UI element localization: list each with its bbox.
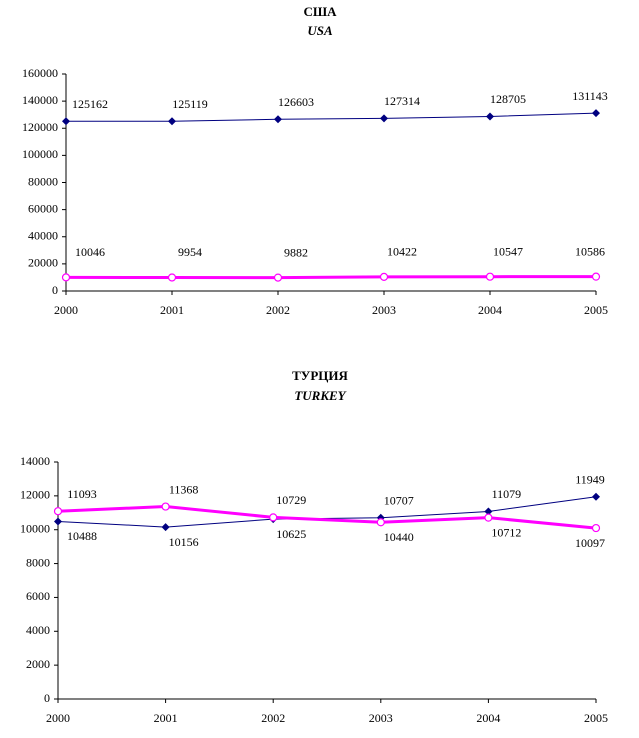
data-label: 10156 bbox=[169, 535, 199, 549]
point-marker bbox=[379, 272, 389, 281]
x-tick-label: 2003 bbox=[372, 303, 396, 317]
series-line bbox=[65, 112, 597, 122]
data-label: 10547 bbox=[493, 244, 523, 258]
data-label: 125119 bbox=[172, 97, 208, 111]
point-marker bbox=[274, 115, 282, 124]
data-label: 10712 bbox=[491, 525, 521, 539]
point-marker bbox=[591, 272, 601, 281]
point-marker bbox=[161, 523, 170, 532]
chart-title: ТУРЦИЯ bbox=[292, 368, 348, 383]
y-tick-label: 4000 bbox=[26, 623, 50, 637]
data-label: 10440 bbox=[384, 530, 414, 544]
point-marker bbox=[486, 112, 494, 121]
data-label: 10707 bbox=[384, 493, 414, 507]
y-tick-label: 160000 bbox=[22, 66, 58, 80]
point-marker bbox=[62, 117, 70, 126]
series-line bbox=[57, 496, 597, 528]
point-marker bbox=[592, 109, 600, 118]
point-marker bbox=[380, 114, 388, 123]
data-label: 11079 bbox=[492, 487, 522, 501]
y-tick-label: 12000 bbox=[20, 488, 50, 502]
point-marker bbox=[167, 273, 177, 282]
y-tick-label: 80000 bbox=[28, 174, 58, 188]
data-label: 9954 bbox=[178, 245, 202, 259]
point-marker bbox=[273, 273, 283, 282]
y-tick-label: 60000 bbox=[28, 201, 58, 215]
chart-subtitle: TURKEY bbox=[294, 388, 346, 403]
point-marker bbox=[61, 273, 71, 282]
data-label: 10729 bbox=[276, 493, 306, 507]
y-tick-label: 100000 bbox=[22, 147, 58, 161]
point-marker bbox=[484, 507, 493, 516]
x-tick-label: 2001 bbox=[154, 711, 178, 725]
x-tick-label: 2002 bbox=[266, 303, 290, 317]
data-label: 131143 bbox=[572, 89, 608, 103]
x-tick-label: 2005 bbox=[584, 303, 608, 317]
data-label: 10488 bbox=[67, 529, 97, 543]
x-tick-label: 2001 bbox=[160, 303, 184, 317]
point-marker bbox=[484, 513, 493, 522]
point-marker bbox=[161, 502, 170, 511]
x-tick-label: 2000 bbox=[54, 303, 78, 317]
point-marker bbox=[53, 507, 63, 516]
point-marker bbox=[54, 517, 62, 526]
data-label: 126603 bbox=[278, 95, 314, 109]
point-marker bbox=[269, 513, 278, 522]
point-marker bbox=[591, 523, 601, 533]
x-tick-label: 2002 bbox=[261, 711, 285, 725]
chart-subtitle: USA bbox=[307, 23, 333, 38]
point-marker bbox=[168, 117, 176, 126]
x-tick-label: 2004 bbox=[476, 711, 500, 725]
y-tick-label: 8000 bbox=[26, 555, 50, 569]
chart-title: США bbox=[303, 4, 337, 19]
data-label: 10046 bbox=[75, 245, 105, 259]
y-tick-label: 2000 bbox=[26, 657, 50, 671]
y-tick-label: 40000 bbox=[28, 229, 58, 243]
series-line bbox=[57, 505, 597, 530]
data-label: 9882 bbox=[284, 245, 308, 259]
data-label: 10097 bbox=[575, 536, 605, 550]
x-tick-label: 2000 bbox=[46, 711, 70, 725]
y-tick-label: 140000 bbox=[22, 93, 58, 107]
y-tick-label: 20000 bbox=[28, 256, 58, 270]
point-marker bbox=[376, 518, 385, 527]
data-label: 11368 bbox=[169, 482, 199, 496]
y-tick-label: 10000 bbox=[20, 521, 50, 535]
point-marker bbox=[592, 492, 600, 501]
series-line bbox=[65, 275, 597, 280]
y-tick-label: 0 bbox=[44, 691, 50, 705]
y-tick-label: 6000 bbox=[26, 589, 50, 603]
data-label: 125162 bbox=[72, 97, 108, 111]
data-label: 11949 bbox=[575, 472, 605, 486]
y-tick-label: 0 bbox=[52, 283, 58, 297]
x-tick-label: 2003 bbox=[369, 711, 393, 725]
data-label: 10625 bbox=[276, 527, 306, 541]
data-label: 127314 bbox=[384, 94, 420, 108]
x-tick-label: 2004 bbox=[478, 303, 502, 317]
x-tick-label: 2005 bbox=[584, 711, 608, 725]
point-marker bbox=[485, 272, 495, 281]
y-tick-label: 120000 bbox=[22, 120, 58, 134]
data-label: 10586 bbox=[575, 244, 605, 258]
data-label: 128705 bbox=[490, 92, 526, 106]
data-label: 10422 bbox=[387, 245, 417, 259]
data-label: 11093 bbox=[67, 487, 97, 501]
y-tick-label: 14000 bbox=[20, 454, 50, 468]
